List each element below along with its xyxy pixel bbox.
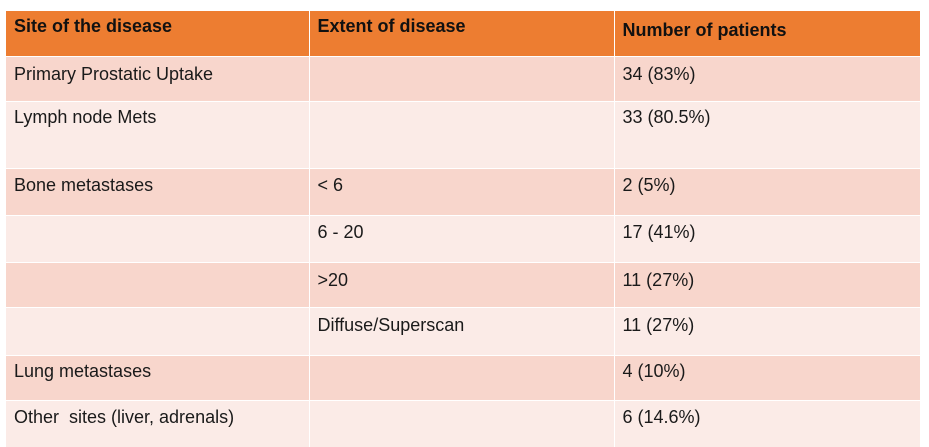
table-row: Diffuse/Superscan 11 (27%) <box>6 307 920 356</box>
table-row: Primary Prostatic Uptake 34 (83%) <box>6 56 920 102</box>
cell-extent: >20 <box>309 262 615 308</box>
cell-patients: 2 (5%) <box>614 168 920 216</box>
cell-site: Bone metastases <box>6 168 310 216</box>
cell-extent <box>309 355 615 401</box>
cell-extent <box>309 101 615 169</box>
cell-site: Lymph node Mets <box>6 101 310 169</box>
cell-site: Lung metastases <box>6 355 310 401</box>
header-row: Site of the disease Extent of disease Nu… <box>6 11 920 57</box>
cell-patients: 11 (27%) <box>614 262 920 308</box>
cell-patients: 11 (27%) <box>614 307 920 356</box>
cell-patients: 6 (14.6%) <box>614 400 920 447</box>
cell-extent <box>309 56 615 102</box>
table-row: Lymph node Mets 33 (80.5%) <box>6 101 920 169</box>
patients-table: Site of the disease Extent of disease Nu… <box>6 11 920 447</box>
header-patients: Number of patients <box>614 11 920 57</box>
table-row: Other sites (liver, adrenals) 6 (14.6%) <box>6 400 920 447</box>
cell-patients: 34 (83%) <box>614 56 920 102</box>
table-row: >20 11 (27%) <box>6 262 920 308</box>
cell-patients: 17 (41%) <box>614 215 920 263</box>
table-header: Site of the disease Extent of disease Nu… <box>6 11 920 57</box>
table-row: 6 - 20 17 (41%) <box>6 215 920 263</box>
table-row: Lung metastases 4 (10%) <box>6 355 920 401</box>
cell-site <box>6 215 310 263</box>
cell-site: Other sites (liver, adrenals) <box>6 400 310 447</box>
cell-patients: 4 (10%) <box>614 355 920 401</box>
header-extent: Extent of disease <box>309 11 615 57</box>
cell-site <box>6 307 310 356</box>
header-site: Site of the disease <box>6 11 310 57</box>
cell-extent: < 6 <box>309 168 615 216</box>
cell-site: Primary Prostatic Uptake <box>6 56 310 102</box>
cell-patients: 33 (80.5%) <box>614 101 920 169</box>
cell-extent <box>309 400 615 447</box>
cell-extent: Diffuse/Superscan <box>309 307 615 356</box>
cell-site <box>6 262 310 308</box>
cell-extent: 6 - 20 <box>309 215 615 263</box>
table-row: Bone metastases < 6 2 (5%) <box>6 168 920 216</box>
table-body: Primary Prostatic Uptake 34 (83%) Lymph … <box>6 56 920 447</box>
